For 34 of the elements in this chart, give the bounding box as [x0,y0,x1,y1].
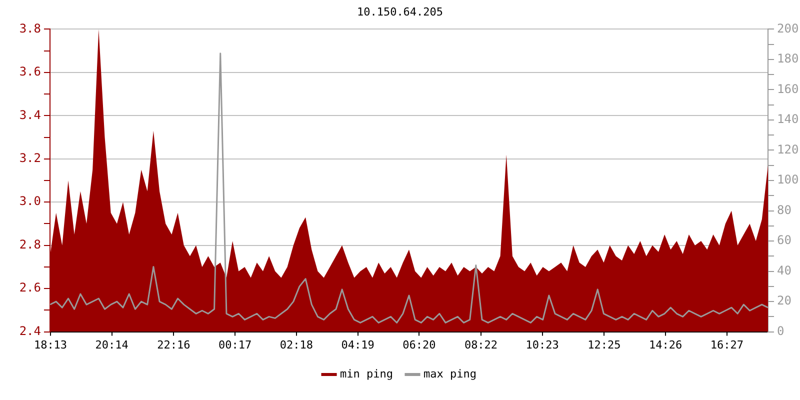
y2-tick-label: 160 [777,82,799,96]
x-tick-label: 12:25 [588,338,621,352]
chart-title: 10.150.64.205 [356,5,444,18]
y-tick-label: 3.8 [19,21,41,36]
x-tick-label: 00:17 [218,338,252,352]
y-tick-label: 2.6 [19,280,41,295]
y2-tick-label: 200 [777,21,799,36]
y2-tick-label: 140 [777,112,799,126]
y2-tick-label: 20 [777,294,792,308]
x-tick-label: 22:16 [157,338,190,352]
y2-tick-label: 40 [777,263,792,278]
y-tick-label: 3.2 [19,151,41,166]
y-tick-label: 3.6 [19,64,41,79]
x-tick-label: 06:20 [402,338,436,352]
y2-tick-label: 120 [777,142,799,156]
y-tick-label: 3.0 [19,194,41,208]
x-tick-label: 20:14 [95,338,129,352]
y2-tick-label: 180 [777,52,799,66]
y2-tick-label: 100 [777,172,799,187]
y2-tick-label: 80 [777,202,792,217]
legend-label: max ping [424,367,476,380]
x-tick-label: 16:27 [710,338,744,352]
x-tick-label: 10:23 [526,338,559,352]
y-tick-label: 3.4 [19,108,41,122]
x-tick-label: 02:18 [280,338,313,352]
x-tick-label: 08:22 [464,338,498,352]
y2-tick-label: 0 [777,324,784,338]
x-tick-label: 04:19 [341,338,374,352]
y2-tick-label: 60 [777,233,792,248]
x-tick-label: 14:26 [649,338,682,352]
legend-label: min ping [340,367,394,380]
x-tick-label: 18:13 [34,338,68,352]
y-tick-label: 2.8 [19,237,41,252]
y-tick-label: 2.4 [19,324,41,338]
